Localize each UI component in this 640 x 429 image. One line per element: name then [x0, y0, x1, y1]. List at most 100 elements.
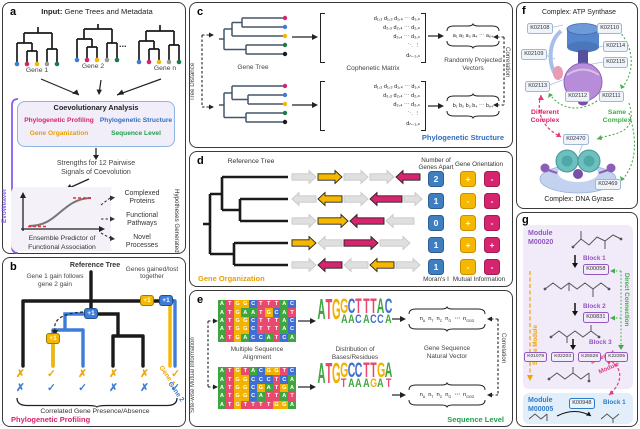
orientation-column-b: - - - + -: [484, 171, 500, 275]
evoweaver-bracket: [11, 98, 19, 254]
cophenetic-matrix-bottom: d₁,₂ d₁,₃ d₁,₄ ⋯ d₁,ₙ d₂,₃ d₂,₄ ⋯ d₂,ₙ d…: [320, 81, 426, 131]
nv-label-1: Gene Sequence: [423, 345, 471, 352]
value-cell: -: [460, 193, 476, 209]
presence-mark: ✓: [47, 382, 56, 394]
panel-c-label: c: [197, 6, 204, 18]
mutual-information-label: Mutual Information: [452, 276, 506, 283]
ko-chip-k02469: K02469: [595, 179, 621, 190]
matrix-row: dₙ₋₁,ₙ: [406, 52, 420, 59]
genes-apart-column: 2 1 0 1 1: [428, 171, 444, 275]
msa-label-1: Multiple Sequence: [230, 346, 284, 353]
gene1-label: Gene 1: [25, 67, 49, 74]
gene-tree-bottom: [219, 83, 288, 125]
method-phylogenetic-profiling: Phylogenetic Profiling: [24, 117, 94, 124]
reference-tree-label: Reference Tree: [69, 262, 121, 269]
sitewise-arrows: [207, 318, 218, 390]
module2-label-1: Module: [528, 397, 553, 404]
distribution-label-1: Distribution of: [335, 346, 375, 353]
down-arrow-1: [93, 148, 99, 160]
natural-vector-top: nA nT nC nG ⋯ nGGG: [408, 306, 486, 332]
module1-label-1: Module: [528, 230, 553, 237]
panel-b: b Reference Tree Gene 1 gain follows gen…: [2, 257, 186, 427]
hypothesis-proteins: Proteins: [129, 198, 155, 205]
rpv-label-1: Randomly Projected: [444, 57, 502, 64]
panel-g: g Module M00020 Block 1 K00058 Block 2 K…: [516, 212, 638, 427]
panel-a-title-rest: Gene Trees and Metadata: [62, 7, 153, 16]
panel-c-footer: Phylogenetic Structure: [421, 133, 504, 142]
presence-mark: ✗: [16, 368, 25, 380]
value-cell: +: [460, 237, 476, 253]
morans-label: Moran's I: [423, 276, 449, 283]
matrix-row: d₁,₂ d₁,₃ d₁,₄ ⋯ d₁,ₙ: [373, 84, 420, 90]
plus-one-badge-blue: +1: [84, 308, 98, 319]
msa-label-2: Alignment: [242, 354, 272, 361]
panel-d-label: d: [197, 155, 204, 167]
reaction-arrow-2: [572, 303, 578, 316]
molecule-3: [549, 325, 601, 343]
strengths-line1: Strengths for 12 Pairwise: [56, 160, 136, 167]
gene-neighborhood-rows: [291, 169, 424, 273]
arrow-matrix-vector-bottom: [428, 103, 444, 109]
hypothesis-novel: Novel: [133, 234, 151, 241]
sitewise-mi-label: Site-wise Mutual Information: [190, 337, 196, 413]
projected-vector-a: a₁ a₂ a₃ a₄ ⋯ a₆₄: [446, 23, 500, 49]
arrow-logo-vec-top: [392, 316, 406, 322]
tree-distance-arrows: [201, 32, 214, 110]
dna-gyrase-title: Complex: DNA Gyrase: [544, 196, 614, 203]
molecule-1: [571, 231, 623, 249]
value-cell: -: [484, 193, 500, 209]
presence-mark: ✓: [47, 368, 56, 380]
arrow-logo-vec-bottom: [392, 392, 406, 398]
ellipsis: ...: [119, 39, 127, 49]
value-cell: 1: [428, 259, 444, 275]
panel-d: d Reference Tree Number of Genes Apart G…: [189, 151, 513, 287]
value-cell: 0: [428, 215, 444, 231]
reference-tree-label-d: Reference Tree: [227, 158, 275, 165]
brace-caption: Correlated Gene Presence/Absence: [40, 408, 150, 415]
ko-chip-k02109: K02109: [521, 49, 547, 60]
presence-mark: ✗: [109, 382, 118, 394]
projected-vector-b: b₁ b₂ b₃ b₄ ⋯ b₆₄: [446, 93, 500, 119]
gene-trees-graphic: [14, 24, 182, 67]
matrix-row: d₁,₂ d₁,₃ d₁,₄ ⋯ d₁,ₙ: [373, 16, 420, 22]
matrix-row: d₃,₄ ⋯ d₃,ₙ: [393, 102, 420, 109]
panel-a-title: Input: Gene Trees and Metadata: [13, 7, 181, 17]
presence-mark: ✗: [16, 382, 25, 394]
matrix-row: dₙ₋₁,ₙ: [406, 120, 420, 127]
panel-a-title-bold: Input:: [41, 7, 63, 16]
nv-label-2: Natural Vector: [426, 353, 468, 360]
ko-chip-k22305: K22305: [605, 352, 629, 362]
value-cell: 1: [428, 237, 444, 253]
ko-chip-k02108: K02108: [527, 23, 553, 34]
vector-a-text: a₁ a₂ a₃ a₄ ⋯ a₆₄: [452, 33, 494, 39]
hypotheses-box: [111, 185, 171, 253]
arrow-msa-logo-bottom: [298, 384, 316, 390]
evoweaver-label: EvoWeaver: [1, 188, 8, 223]
reaction-arrow-1: [572, 255, 578, 268]
reference-tree-d: [203, 175, 288, 267]
presence-mark: ✗: [109, 368, 118, 380]
orientation-column-a: + - + + -: [460, 171, 476, 275]
presence-mark: ✓: [171, 368, 180, 380]
distribution-label-2: Bases/Residues: [331, 354, 379, 361]
ko-chip-k02110: K02110: [597, 23, 623, 34]
header-genes-apart-1: Number of: [421, 157, 451, 164]
tree-distance-label: Tree Distance: [189, 62, 196, 101]
hypothesis-pathways: Pathways: [127, 220, 157, 227]
sigmoid-plot: [20, 192, 105, 232]
matrix-row: ⋱ ⋮: [407, 111, 420, 118]
molecule-5-6: [528, 411, 620, 423]
hypotheses-generated-label: Hypotheses Generated: [173, 189, 181, 253]
panel-f-label: f: [522, 5, 526, 17]
arrow-tree-matrix-bottom: [292, 102, 318, 108]
ensemble-line2: Functional Association: [28, 244, 96, 251]
correlation-label-e: Correlation: [500, 333, 508, 364]
hypothesis-complexed: Complexed: [124, 190, 160, 197]
block1-label: Block 1: [583, 255, 606, 262]
gene-n-label: Gene n: [153, 65, 177, 72]
converge-arrows: [40, 78, 162, 96]
